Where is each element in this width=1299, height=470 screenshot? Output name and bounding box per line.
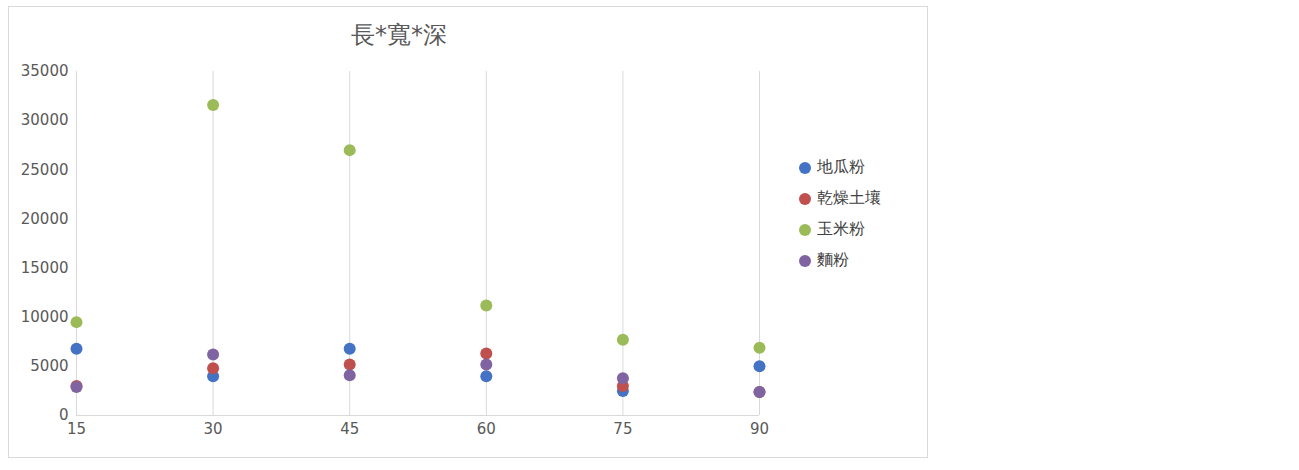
svg-text:15000: 15000 [21, 259, 69, 277]
svg-text:10000: 10000 [21, 308, 69, 326]
svg-text:5000: 5000 [30, 357, 68, 375]
html-text:麵粉: 麵粉 [817, 250, 849, 269]
svg-text:45: 45 [340, 420, 359, 438]
svg-text:25000: 25000 [21, 161, 69, 179]
svg-text:75: 75 [613, 420, 632, 438]
svg-text:35000: 35000 [21, 62, 69, 80]
html-text:長*寬*深: 長*寬*深 [351, 21, 447, 49]
html-text:乾燥土壤: 乾燥土壤 [817, 188, 881, 207]
svg-text:0: 0 [59, 406, 69, 424]
svg-text:90: 90 [750, 420, 769, 438]
svg-text:30: 30 [204, 420, 223, 438]
svg-text:20000: 20000 [21, 210, 69, 228]
html-text:地瓜粉: 地瓜粉 [817, 157, 865, 176]
html-text:玉米粉: 玉米粉 [817, 219, 865, 238]
svg-text:15: 15 [67, 420, 86, 438]
svg-text:30000: 30000 [21, 111, 69, 129]
svg-text:60: 60 [477, 420, 496, 438]
